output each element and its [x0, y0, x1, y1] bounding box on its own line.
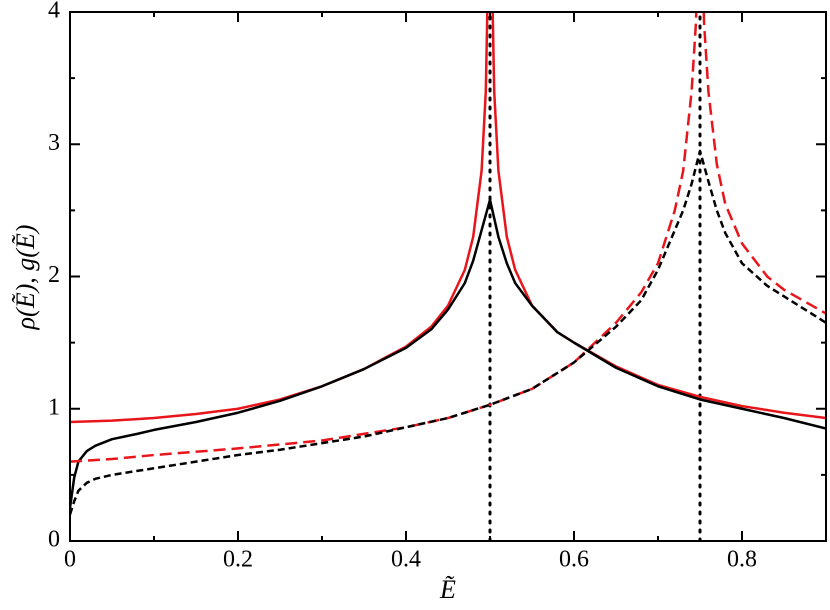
plot-frame	[69, 11, 827, 542]
x-tick-label: 0.6	[559, 547, 589, 573]
series-line	[70, 12, 489, 424]
series-line	[70, 198, 826, 509]
x-tick-label: 0	[64, 547, 76, 573]
y-tick-label: 4	[48, 0, 60, 24]
y-tick-label: 2	[48, 262, 60, 288]
x-axis-title: Ẽ	[439, 575, 456, 604]
series-line	[702, 12, 826, 315]
series-line	[491, 12, 826, 420]
x-tick-label: 0.4	[391, 547, 421, 573]
y-tick-label: 1	[48, 394, 60, 420]
y-axis-title: ρ(Ẽ), g(Ẽ)	[11, 225, 40, 331]
series-line	[70, 149, 826, 515]
plot-area	[70, 12, 826, 541]
y-tick-label: 3	[48, 130, 60, 156]
x-tick-label: 0.2	[223, 547, 253, 573]
x-tick-label: 0.8	[727, 547, 757, 573]
series-line	[70, 12, 698, 463]
y-tick-label: 0	[48, 527, 60, 553]
